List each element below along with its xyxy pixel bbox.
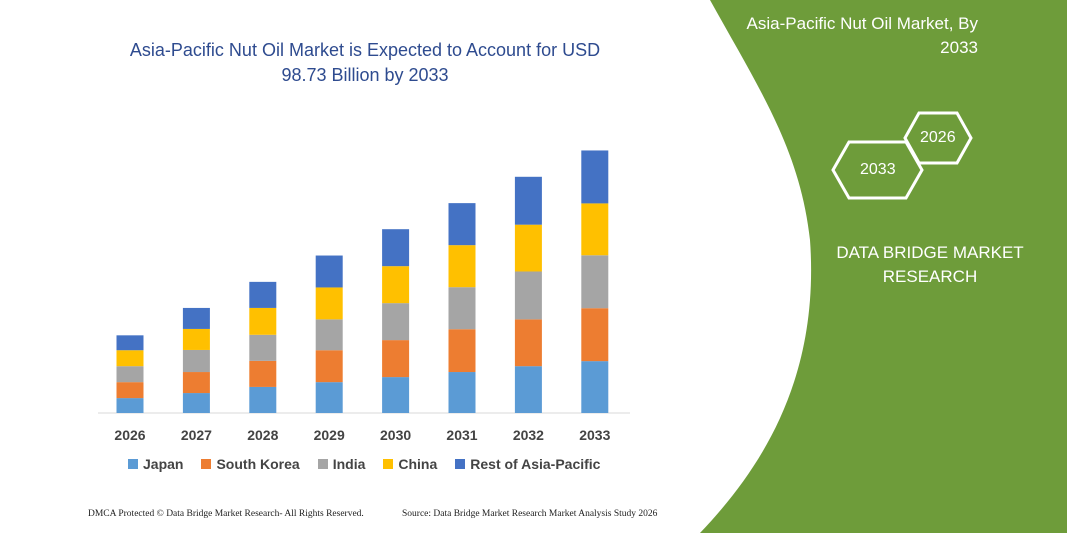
bar-segment-2027-south-korea [182,372,210,394]
bar-segment-2028-china [249,307,277,335]
stacked-bar-chart: 2026 2027 2028 2029 2030 2031 2032 2033 [98,150,630,443]
bar-segment-2030-japan [382,377,410,413]
hexagon-2033-icon [831,140,924,200]
bar-segment-2031-china [448,245,476,288]
chart-title: Asia-Pacific Nut Oil Market is Expected … [129,40,601,85]
bar-segment-2028-japan [249,386,277,413]
bar-segment-2032-india [514,271,542,320]
x-tick-label: 2028 [247,427,278,443]
x-tick-label: 2033 [579,427,610,443]
bar-segment-2029-rest-of-asia-pacific [315,255,343,288]
bar-segment-2026-china [116,350,144,367]
hex-label-2033: 2033 [860,161,896,178]
legend: Japan South Korea India China Rest of As… [128,456,600,472]
x-tick-label: 2032 [513,427,544,443]
bar-segment-2027-china [182,328,210,350]
legend-swatch [455,459,466,469]
bar-segment-2028-rest-of-asia-pacific [249,281,277,308]
legend-label: China [398,456,438,472]
bar-segment-2029-china [315,287,343,320]
bar-segment-2026-south-korea [116,382,144,399]
bar-segment-2030-india [382,303,410,341]
bar-segment-2030-china [382,266,410,304]
footer-copyright: DMCA Protected © Data Bridge Market Rese… [88,509,364,519]
bar-segment-2031-india [448,287,476,330]
bar-segment-2033-india [581,255,609,309]
footer-source: Source: Data Bridge Market Research Mark… [402,509,658,519]
bar-segment-2033-rest-of-asia-pacific [581,150,609,204]
bar-segment-2027-rest-of-asia-pacific [182,307,210,329]
x-tick-label: 2030 [380,427,411,443]
bar-segment-2030-rest-of-asia-pacific [382,229,410,267]
bar-segment-2031-rest-of-asia-pacific [448,203,476,246]
bar-segment-2031-south-korea [448,329,476,373]
bar-segment-2028-india [249,334,277,361]
bar-segment-2031-japan [448,372,476,413]
bar-segment-2026-japan [116,398,144,413]
legend-label: Japan [143,456,184,472]
legend-item-china: China [383,456,437,472]
bar-segment-2033-japan [581,361,609,413]
bar-segment-2029-india [315,319,343,351]
bar-segment-2029-japan [315,382,343,413]
legend-swatch [128,459,138,469]
x-tick-label: 2031 [446,427,477,443]
legend-label: Rest of Asia-Pacific [470,456,601,472]
bar-segment-2029-south-korea [315,350,343,383]
bar-segment-2027-india [182,349,210,373]
legend-item-india: India [317,456,366,472]
bar-segment-2032-rest-of-asia-pacific [514,176,542,225]
legend-item-south-korea: South Korea [201,456,300,472]
bar-segment-2033-china [581,203,609,256]
legend-swatch [201,459,212,469]
x-tick-label: 2026 [114,427,145,443]
bar-segment-2032-china [514,224,542,272]
bar-segment-2030-south-korea [382,340,410,378]
bar-segment-2027-japan [182,393,210,413]
legend-item-japan: Japan [128,456,183,472]
brand-name: DATA BRIDGE MARKET RESEARCH [836,243,1024,286]
x-tick-label: 2029 [314,427,345,443]
hex-label-2026: 2026 [920,129,956,146]
legend-label: South Korea [216,456,300,472]
bar-segment-2026-india [116,366,144,383]
legend-label: India [332,456,366,472]
bar-segment-2028-south-korea [249,360,277,387]
legend-item-rest: Rest of Asia-Pacific [455,456,600,472]
green-side-panel [700,0,1067,533]
side-panel-title: Asia-Pacific Nut Oil Market, By 2033 [746,14,978,57]
legend-swatch [317,459,328,469]
bar-segment-2032-japan [514,366,542,413]
bar-segment-2026-rest-of-asia-pacific [116,335,144,351]
x-tick-label: 2027 [181,427,212,443]
bar-segment-2032-south-korea [514,319,542,367]
legend-swatch [383,459,394,469]
bar-segment-2033-south-korea [581,308,609,362]
